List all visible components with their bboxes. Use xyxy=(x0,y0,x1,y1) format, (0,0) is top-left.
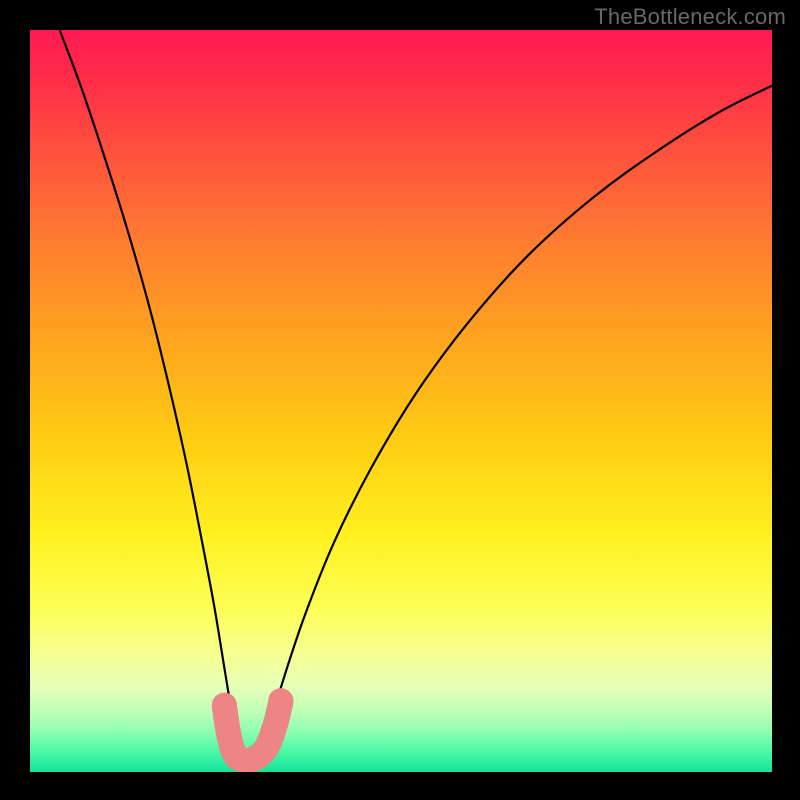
frame-left xyxy=(0,0,30,800)
frame-right xyxy=(772,0,800,800)
curve-right xyxy=(267,86,772,735)
frame-bottom xyxy=(0,772,800,800)
chart-overlay xyxy=(30,30,772,772)
watermark-text: TheBottleneck.com xyxy=(594,4,786,30)
curve-left xyxy=(60,30,238,742)
marker-cap-left xyxy=(212,693,237,718)
marker-cap-right xyxy=(268,688,293,713)
plot-area xyxy=(30,30,772,772)
